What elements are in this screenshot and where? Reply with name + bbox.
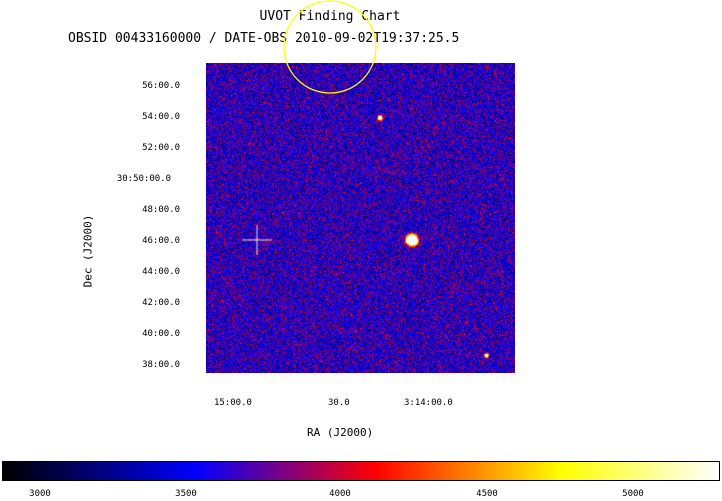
colorbar-tick-label: 3000: [29, 489, 51, 499]
chart-subtitle: OBSID 00433160000 / DATE-OBS 2010-09-02T…: [68, 31, 460, 46]
dec-tick-label: 56:00.0: [142, 81, 180, 91]
dec-tick-label: 48:00.0: [142, 205, 180, 215]
dec-tick-label: 46:00.0: [142, 236, 180, 246]
dec-tick-label: 42:00.0: [142, 298, 180, 308]
sky-image: [206, 63, 515, 373]
colorbar-tick-label: 5000: [622, 489, 644, 499]
ra-tick-label: 15:00.0: [214, 398, 252, 408]
sky-image-canvas: [206, 63, 515, 373]
dec-tick-label: 40:00.0: [142, 329, 180, 339]
colorbar-tick-label: 4500: [476, 489, 498, 499]
dec-tick-label: 30:50:00.0: [116, 174, 171, 184]
dec-tick-label: 52:00.0: [142, 143, 180, 153]
dec-tick-label: 54:00.0: [142, 112, 180, 122]
colorbar: [2, 461, 720, 481]
colorbar-tick-label: 4000: [329, 489, 351, 499]
ra-tick-label: 30.0: [328, 398, 350, 408]
ra-tick-label: 3:14:00.0: [404, 398, 453, 408]
dec-tick-label: 38:00.0: [142, 360, 180, 370]
ra-axis-label: RA (J2000): [307, 426, 374, 439]
colorbar-tick-label: 3500: [175, 489, 197, 499]
dec-axis-label: Dec (J2000): [81, 214, 95, 288]
chart-title: UVOT Finding Chart: [259, 9, 401, 24]
dec-tick-label: 44:00.0: [142, 267, 180, 277]
